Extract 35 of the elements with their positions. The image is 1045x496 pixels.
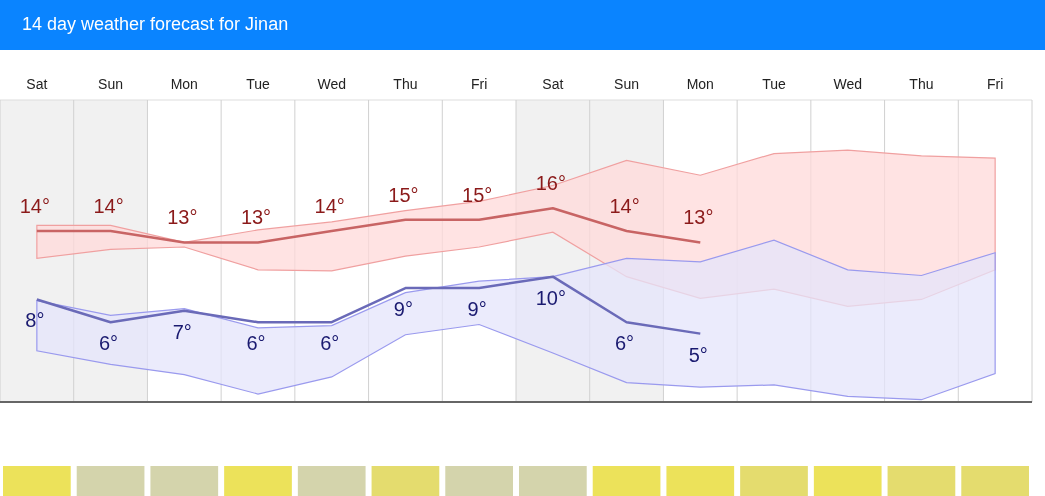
data-label: 16° xyxy=(535,172,566,195)
x-tick-label: Sun xyxy=(614,76,640,92)
data-label: 6° xyxy=(246,332,266,355)
x-tick-label: Fri xyxy=(470,76,488,92)
data-label: 14° xyxy=(609,195,640,218)
x-tick-label: Wed xyxy=(833,76,862,92)
data-label: 13° xyxy=(240,206,272,229)
data-label: 14° xyxy=(93,195,124,218)
x-tick-label: Fri xyxy=(986,76,1004,92)
data-label: 13° xyxy=(683,206,714,229)
data-label: 5° xyxy=(688,343,708,366)
data-label: 9° xyxy=(467,298,487,321)
x-tick-label: Tue xyxy=(762,76,787,92)
data-label: 8° xyxy=(25,309,45,332)
data-label: 14° xyxy=(314,195,345,218)
data-label: 10° xyxy=(535,286,566,309)
x-tick-label: Mon xyxy=(686,76,714,92)
chart-title: 14 day weather forecast for Jinan xyxy=(22,14,289,34)
data-label: 15° xyxy=(462,183,493,206)
x-tick-label: Thu xyxy=(909,76,934,92)
data-label: 15° xyxy=(388,183,419,206)
data-label: 6° xyxy=(615,332,635,355)
data-label: 6° xyxy=(320,332,340,355)
data-label: 13° xyxy=(167,206,198,229)
data-label: 6° xyxy=(99,332,119,355)
x-tick-label: Thu xyxy=(393,76,418,92)
x-tick-label: Sun xyxy=(98,76,124,92)
data-label: 7° xyxy=(172,320,192,343)
x-tick-label: Sat xyxy=(542,76,564,92)
x-tick-label: Sat xyxy=(26,76,48,92)
data-label: 9° xyxy=(393,298,413,321)
x-tick-label: Wed xyxy=(317,76,346,92)
x-tick-label: Tue xyxy=(246,76,271,92)
x-tick-label: Mon xyxy=(170,76,198,92)
data-label: 14° xyxy=(19,195,50,218)
